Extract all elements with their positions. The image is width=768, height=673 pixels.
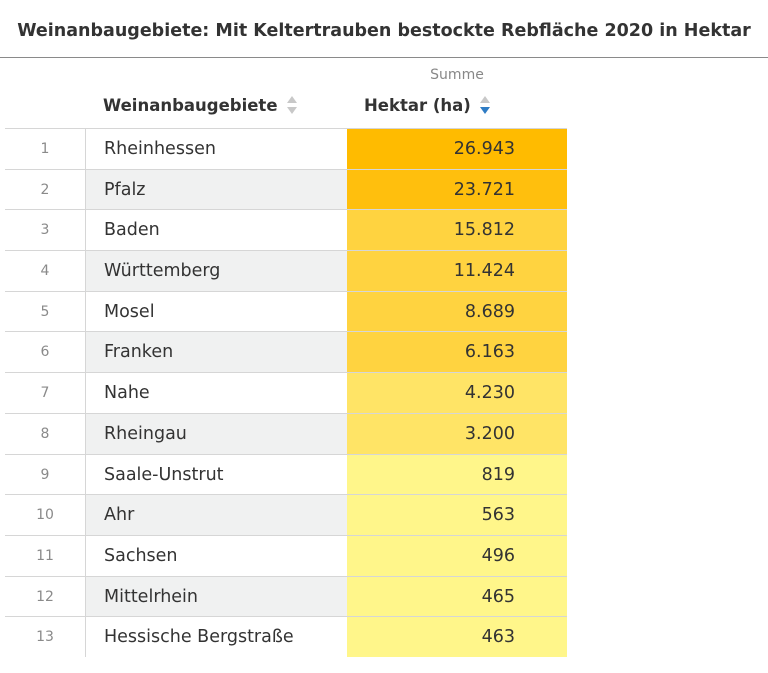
- row-index: 8: [5, 413, 85, 454]
- region-cell: Ahr: [85, 495, 347, 535]
- table-row: 1 Rheinhessen 26.943: [5, 128, 567, 169]
- row-index: 2: [5, 169, 85, 210]
- table-row: 4 Württemberg 11.424: [5, 250, 567, 291]
- value-cell: 15.812: [347, 210, 567, 251]
- table-row: 8 Rheingau 3.200: [5, 412, 567, 454]
- table-row: 10 Ahr 563: [5, 494, 567, 535]
- row-index: 12: [5, 576, 85, 617]
- value-cell: 463: [347, 617, 567, 657]
- value-cell: 465: [347, 576, 567, 617]
- row-index: 11: [5, 535, 85, 576]
- table-row: 5 Mosel 8.689: [5, 290, 567, 332]
- table-row: 2 Pfalz 23.721: [5, 168, 567, 210]
- value-cell: 11.424: [347, 251, 567, 291]
- region-cell: Rheingau: [85, 413, 347, 454]
- region-cell: Mosel: [85, 291, 347, 332]
- region-cell: Nahe: [85, 373, 347, 413]
- table-row: 12 Mittelrhein 465: [5, 575, 567, 617]
- table-header: Summe Weinanbaugebiete Hektar (ha): [5, 58, 567, 128]
- value-cell: 23.721: [347, 169, 567, 210]
- value-cell: 26.943: [347, 129, 567, 169]
- value-cell: 563: [347, 495, 567, 535]
- row-index: 6: [5, 332, 85, 373]
- column-header-value-label: Hektar (ha): [364, 96, 471, 115]
- row-index: 3: [5, 210, 85, 251]
- region-cell: Franken: [85, 332, 347, 373]
- column-header-value[interactable]: Hektar (ha): [364, 92, 491, 120]
- row-index: 1: [5, 129, 85, 169]
- table-row: 11 Sachsen 496: [5, 534, 567, 576]
- region-cell: Saale-Unstrut: [85, 454, 347, 495]
- column-header-region[interactable]: Weinanbaugebiete: [103, 92, 298, 120]
- row-index: 13: [5, 617, 85, 657]
- value-cell: 4.230: [347, 373, 567, 413]
- table-row: 9 Saale-Unstrut 819: [5, 453, 567, 495]
- row-index: 7: [5, 373, 85, 413]
- region-cell: Hessische Bergstraße: [85, 617, 347, 657]
- region-cell: Baden: [85, 210, 347, 251]
- region-cell: Pfalz: [85, 169, 347, 210]
- value-cell: 496: [347, 535, 567, 576]
- region-cell: Mittelrhein: [85, 576, 347, 617]
- table-row: 7 Nahe 4.230: [5, 372, 567, 413]
- value-cell: 819: [347, 454, 567, 495]
- table-row: 3 Baden 15.812: [5, 209, 567, 251]
- value-cell: 6.163: [347, 332, 567, 373]
- region-cell: Sachsen: [85, 535, 347, 576]
- sort-descending-icon[interactable]: [479, 93, 491, 117]
- table-row: 13 Hessische Bergstraße 463: [5, 616, 567, 657]
- value-cell: 3.200: [347, 413, 567, 454]
- column-group-label: Summe: [430, 67, 484, 83]
- value-cell: 8.689: [347, 291, 567, 332]
- column-header-region-label: Weinanbaugebiete: [103, 96, 278, 115]
- chart-title: Weinanbaugebiete: Mit Keltertrauben best…: [0, 0, 768, 58]
- row-index: 4: [5, 251, 85, 291]
- row-index: 9: [5, 454, 85, 495]
- row-index: 5: [5, 291, 85, 332]
- row-index: 10: [5, 495, 85, 535]
- table-row: 6 Franken 6.163: [5, 331, 567, 373]
- sort-unsorted-icon[interactable]: [286, 93, 298, 117]
- table-body: 1 Rheinhessen 26.943 2 Pfalz 23.721 3 Baden 15.8…: [5, 128, 567, 657]
- region-cell: Württemberg: [85, 251, 347, 291]
- region-cell: Rheinhessen: [85, 129, 347, 169]
